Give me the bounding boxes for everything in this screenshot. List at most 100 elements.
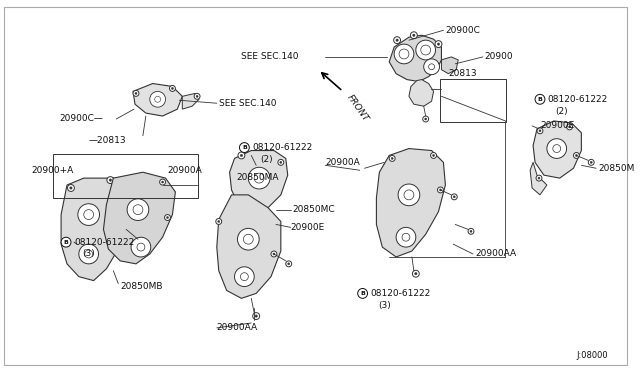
Text: 20900+A: 20900+A <box>31 166 74 175</box>
Polygon shape <box>133 84 182 116</box>
Circle shape <box>566 124 573 130</box>
Circle shape <box>438 187 444 193</box>
Circle shape <box>412 270 419 277</box>
Polygon shape <box>530 162 547 195</box>
Circle shape <box>468 228 474 234</box>
Text: 20850MC: 20850MC <box>292 205 335 214</box>
Circle shape <box>425 118 427 120</box>
Circle shape <box>437 43 440 45</box>
Circle shape <box>166 217 168 219</box>
Text: 20900A: 20900A <box>168 166 202 175</box>
Circle shape <box>423 116 429 122</box>
Circle shape <box>273 253 275 255</box>
Circle shape <box>255 315 257 317</box>
Circle shape <box>127 199 148 221</box>
Circle shape <box>535 94 545 104</box>
Text: (2): (2) <box>260 155 273 164</box>
Circle shape <box>61 237 71 247</box>
Circle shape <box>79 244 99 264</box>
Circle shape <box>150 92 166 107</box>
Polygon shape <box>409 80 433 106</box>
Circle shape <box>396 39 398 41</box>
Circle shape <box>109 179 111 181</box>
Text: B: B <box>360 291 365 296</box>
Polygon shape <box>230 151 288 212</box>
Circle shape <box>138 238 144 244</box>
Text: FRONT: FRONT <box>345 93 370 124</box>
Circle shape <box>287 263 290 265</box>
Circle shape <box>424 59 440 75</box>
Circle shape <box>196 95 198 97</box>
Text: 20900: 20900 <box>485 52 513 61</box>
Polygon shape <box>182 93 199 109</box>
Circle shape <box>239 142 250 153</box>
Circle shape <box>78 204 100 225</box>
Circle shape <box>161 181 164 183</box>
Text: (2): (2) <box>555 107 568 116</box>
Text: 20900AA: 20900AA <box>217 323 258 333</box>
Text: 08120-61222: 08120-61222 <box>547 95 607 104</box>
Circle shape <box>433 154 435 157</box>
Text: 20900C: 20900C <box>445 26 480 35</box>
Circle shape <box>240 154 243 157</box>
Text: B: B <box>63 240 68 245</box>
Polygon shape <box>389 35 442 81</box>
Circle shape <box>451 194 457 200</box>
Circle shape <box>131 237 151 257</box>
Circle shape <box>67 185 74 192</box>
Circle shape <box>415 273 417 275</box>
Circle shape <box>470 230 472 232</box>
Circle shape <box>280 161 282 163</box>
Text: 08120-61222: 08120-61222 <box>371 289 431 298</box>
Circle shape <box>590 161 592 163</box>
Text: 08120-61222: 08120-61222 <box>252 143 312 152</box>
Circle shape <box>396 227 416 247</box>
Polygon shape <box>104 172 175 264</box>
Circle shape <box>164 215 170 221</box>
Circle shape <box>125 228 127 230</box>
Circle shape <box>159 179 166 185</box>
Circle shape <box>536 175 542 181</box>
Circle shape <box>391 157 393 160</box>
Circle shape <box>107 177 114 183</box>
Circle shape <box>271 251 277 257</box>
Circle shape <box>538 177 540 179</box>
Text: J:08000: J:08000 <box>577 351 608 360</box>
Circle shape <box>453 196 455 198</box>
Circle shape <box>413 34 415 36</box>
Circle shape <box>358 288 367 298</box>
Circle shape <box>389 155 395 161</box>
Circle shape <box>234 267 254 286</box>
Circle shape <box>575 154 577 157</box>
Circle shape <box>123 227 129 232</box>
Text: (3): (3) <box>378 301 391 310</box>
Circle shape <box>416 40 436 60</box>
Text: 20900AA: 20900AA <box>475 250 516 259</box>
Text: 20813: 20813 <box>449 69 477 78</box>
Text: 20900E: 20900E <box>291 223 325 232</box>
Circle shape <box>135 92 137 94</box>
Circle shape <box>573 153 579 158</box>
Circle shape <box>218 221 220 222</box>
Circle shape <box>238 152 245 159</box>
Text: B: B <box>242 145 247 150</box>
Text: 20900A: 20900A <box>325 158 360 167</box>
Text: 20850MB: 20850MB <box>120 282 163 291</box>
Polygon shape <box>533 121 581 178</box>
Text: SEE SEC.140: SEE SEC.140 <box>241 52 299 61</box>
Circle shape <box>394 37 401 44</box>
Circle shape <box>547 139 566 158</box>
Text: 20850MA: 20850MA <box>237 173 279 182</box>
Circle shape <box>431 153 436 158</box>
Text: —20813: —20813 <box>89 136 126 145</box>
Circle shape <box>253 312 260 320</box>
Circle shape <box>394 44 414 64</box>
Circle shape <box>237 228 259 250</box>
Circle shape <box>285 261 292 267</box>
Polygon shape <box>376 148 445 257</box>
Circle shape <box>216 218 221 224</box>
Circle shape <box>410 32 417 39</box>
Text: 20900C—: 20900C— <box>59 115 103 124</box>
Text: 20850M: 20850M <box>598 164 634 173</box>
Text: (3): (3) <box>82 250 95 259</box>
